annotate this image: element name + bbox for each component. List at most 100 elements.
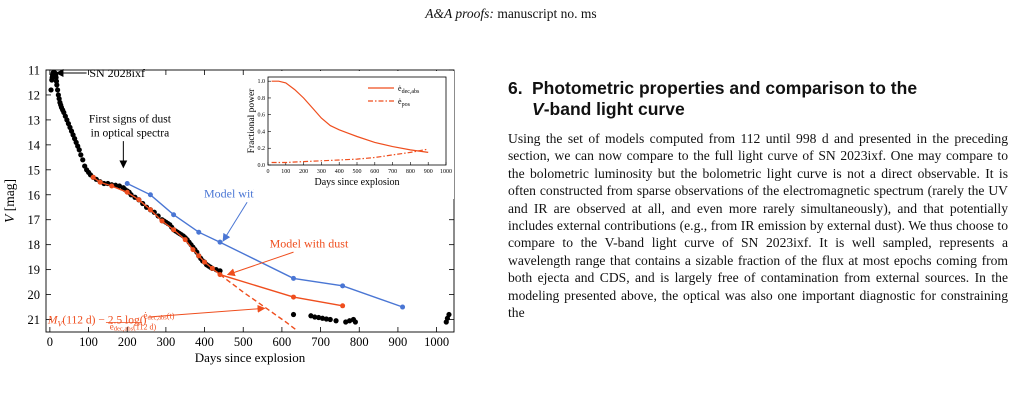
x-tick-label: 100: [79, 335, 98, 349]
observed-point: [333, 318, 339, 324]
y-tick-label: 16: [28, 188, 41, 202]
observed-point: [55, 87, 61, 93]
x-tick-label: 800: [350, 335, 369, 349]
inset-x-axis-label: Days since explosion: [315, 177, 400, 188]
formula-num-sub: dec,abs: [148, 315, 168, 322]
model-with-dust-point: [291, 294, 297, 300]
y-axis-label-v: V: [2, 213, 17, 223]
formula-denominator: ėdec,abs(112 d): [110, 322, 157, 333]
x-tick-label: 700: [311, 335, 330, 349]
observed-point: [290, 311, 297, 318]
inset-x-tick-label: 100: [281, 169, 290, 175]
observed-point: [151, 209, 157, 215]
observed-point: [319, 315, 326, 321]
model-with-dust-point: [196, 253, 202, 259]
inset-y-tick-label: 0.8: [258, 96, 266, 102]
model-with-dust-point: [171, 227, 177, 233]
y-tick-label: 20: [28, 288, 41, 302]
y-axis-label-unit: [mag]: [2, 179, 17, 215]
y-tick-label: 19: [28, 263, 41, 277]
inset-dec-abs-line: [271, 80, 429, 153]
inset-y-axis-label: Fractional power: [247, 88, 257, 153]
inset-y-tick-label: 1.0: [258, 79, 266, 85]
light-curve-figure: 0 100 200 300 400 500 600 700 800 900 100011121314…: [2, 64, 455, 365]
observed-point: [80, 157, 86, 163]
formula-label: MV(112 d) − 2.5 log(ėdec,abs(t): [47, 311, 175, 329]
y-tick-label: 11: [28, 64, 40, 78]
observed-point: [48, 87, 54, 93]
inset-pos-line: [271, 148, 429, 164]
main-plot: 0 100 200 300 400 500 600 700 800 900 100011121314…: [2, 64, 455, 365]
section-title-v: V: [532, 99, 544, 119]
formula-num-t: (t): [167, 312, 175, 321]
model-with-dust-point: [217, 272, 223, 278]
section-title: 6. Photometric properties and comparison …: [508, 78, 1008, 120]
observed-point: [446, 311, 452, 318]
dust-label-line1: First signs of dust: [89, 114, 172, 126]
inset-legend-subscript: pos: [402, 102, 411, 108]
inset-x-tick-label: 400: [335, 169, 344, 175]
section-title-line1: Photometric properties and comparison to…: [532, 78, 918, 98]
inset-legend-subscript: dec,abs: [402, 89, 420, 95]
x-tick-label: 900: [389, 335, 408, 349]
section-number: 6.: [508, 78, 523, 98]
model-with-dust-point: [159, 218, 165, 224]
x-axis-label: Days since explosion: [195, 350, 306, 365]
model-with-dust-point: [340, 303, 346, 309]
observed-point: [217, 268, 223, 274]
model-without-dust-point: [291, 275, 297, 281]
model-with-dust-point: [109, 183, 115, 189]
x-tick-label: 1000: [424, 335, 449, 349]
without-dust-arrow: [222, 201, 248, 242]
model-with-dust-point: [147, 207, 153, 213]
section-6: 6. Photometric properties and comparison …: [508, 78, 1008, 321]
with-dust-arrow: [226, 251, 294, 277]
section-title-line2: -band light curve: [543, 99, 685, 119]
x-tick-label: 500: [234, 335, 253, 349]
observed-point: [116, 183, 123, 189]
inset-legend-label: ėpos: [398, 97, 411, 108]
model-with-dust-line: [92, 176, 343, 307]
inset-x-tick-label: 500: [353, 169, 362, 175]
observed-point: [316, 314, 322, 321]
inset-legend-symbol: ė: [398, 84, 402, 93]
x-tick-label: 200: [118, 335, 137, 349]
page-header: A&A proofs: manuscript no. ms: [0, 6, 1022, 22]
formula-den-t: (112 d): [133, 323, 156, 332]
plot-frame: [45, 69, 455, 333]
x-tick-label: 400: [195, 335, 214, 349]
with-dust-label: Model with dust: [270, 236, 349, 250]
sn-label: SN 2023ixf: [89, 66, 145, 80]
inset-legend-label: ėdec,abs: [398, 84, 420, 95]
observed-point: [352, 319, 358, 325]
model-without-dust-point: [340, 283, 346, 289]
inset-plot: 0 100 200 300 400 500 600 700 800 900 1000 0.0 0.2 0.…: [247, 71, 454, 199]
dashed-extrapolation-line: [219, 274, 298, 332]
inset-x-tick-label: 200: [299, 169, 308, 175]
observed-point: [155, 213, 161, 219]
x-tick-label: 300: [157, 335, 176, 349]
model-without-dust-line: [126, 182, 403, 308]
model-with-dust-point: [209, 265, 215, 271]
model-without-dust-point: [124, 181, 130, 187]
formula-middle: (112 d) − 2.5 log(: [62, 315, 143, 327]
y-tick-label: 15: [28, 163, 41, 177]
inset-y-tick-label: 0.2: [258, 146, 266, 152]
formula-v-sub: V: [58, 320, 64, 329]
model-without-dust-point: [400, 304, 406, 310]
model-without-dust-point: [217, 239, 223, 245]
model-without-dust-point: [196, 229, 202, 235]
model-with-dust-point: [90, 174, 96, 180]
y-tick-label: 17: [28, 213, 41, 227]
formula-m: M: [47, 315, 59, 327]
dust-label-line2: in optical spectra: [91, 127, 170, 139]
x-tick-label: 0: [47, 335, 53, 349]
observed-point: [323, 316, 329, 322]
y-tick-label: 13: [28, 113, 41, 127]
model-without-dust-point: [171, 212, 177, 218]
inset-y-tick-label: 0.4: [258, 129, 266, 135]
inset-x-tick-label: 900: [424, 169, 433, 175]
observed-point: [54, 82, 60, 88]
inset-x-tick-label: 800: [406, 169, 415, 175]
inset-x-tick-label: 0: [267, 169, 270, 175]
